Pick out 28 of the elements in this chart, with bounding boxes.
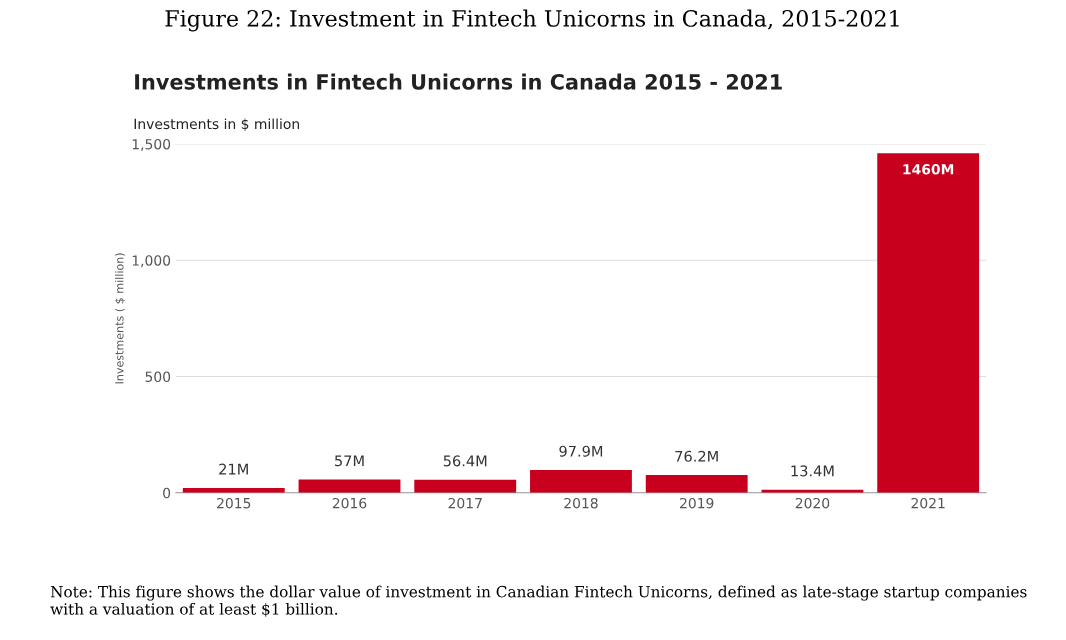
x-tick-label: 2020 [795,497,830,509]
data-label: 57M [335,455,364,467]
data-label: 13.4M [791,465,834,477]
data-label: 97.9M [559,445,603,457]
data-label: 21M [219,463,248,475]
x-tick-label: 2019 [680,497,714,509]
bar [645,475,748,493]
data-label: 56.4M [443,455,487,467]
bar [530,470,632,493]
bar [298,479,401,493]
x-tick-label: 2018 [564,497,598,509]
chart-title: Figure 22: Investment in Fintech Unicorns in Canada, 2015-2021 [165,9,899,32]
y-tick-label: 0 [163,487,171,499]
chart-subtitle: Investments in Fintech Unicorns in Canada 2015 - 2021 [135,73,782,90]
y-tick-label: 1,000 [132,255,171,268]
y-axis-title: Investments ( $ million) [114,253,126,384]
text: Investments in $ million [134,118,299,131]
y-tick-label: 1,500 [132,138,171,151]
data-label: 76.2M [675,450,718,462]
x-tick-label: 2017 [448,497,482,509]
bar [877,153,980,493]
text: Note: This figure shows the dollar value of investment in Canadian Fintech Unicorns, defined as late-stage startup companies with a valuation of at least $1 billion. [50,585,1027,617]
y-tick-label: 500 [145,371,171,383]
x-tick-label: 2021 [911,497,945,509]
x-tick-label: 2015 [217,497,251,509]
data-label: 1460M [903,164,954,175]
bar [414,479,517,493]
x-tick-label: 2016 [332,497,367,509]
